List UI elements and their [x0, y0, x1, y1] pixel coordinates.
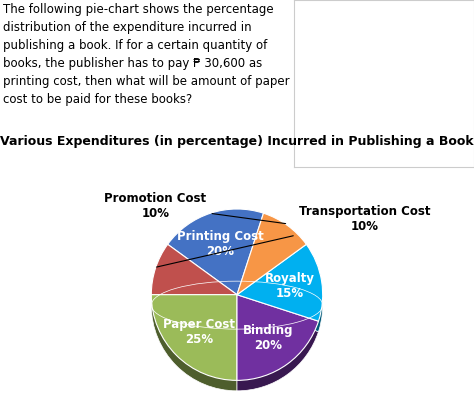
- Text: Transportation Cost
10%: Transportation Cost 10%: [156, 206, 430, 267]
- Wedge shape: [237, 213, 306, 295]
- Wedge shape: [168, 209, 264, 295]
- Wedge shape: [237, 255, 323, 331]
- Wedge shape: [151, 305, 237, 391]
- Wedge shape: [237, 295, 319, 380]
- Text: Printing Cost
20%: Printing Cost 20%: [177, 230, 264, 258]
- Wedge shape: [151, 295, 237, 380]
- Text: Promotion Cost
10%: Promotion Cost 10%: [104, 192, 286, 224]
- Wedge shape: [237, 305, 319, 391]
- Wedge shape: [237, 245, 323, 321]
- Text: Binding
20%: Binding 20%: [243, 324, 293, 352]
- Text: Paper Cost
25%: Paper Cost 25%: [164, 318, 236, 346]
- Text: The following pie-chart shows the percentage
distribution of the expenditure inc: The following pie-chart shows the percen…: [3, 3, 290, 106]
- Text: Royalty
15%: Royalty 15%: [264, 273, 314, 301]
- Wedge shape: [151, 255, 237, 305]
- Wedge shape: [237, 224, 306, 305]
- Wedge shape: [151, 245, 237, 295]
- Wedge shape: [168, 219, 264, 305]
- Text: Various Expenditures (in percentage) Incurred in Publishing a Book: Various Expenditures (in percentage) Inc…: [0, 135, 474, 148]
